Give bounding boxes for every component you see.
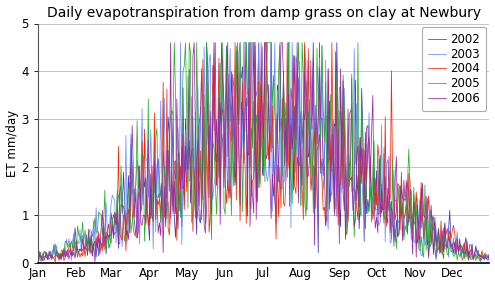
2002: [423, 215, 429, 219]
2005: [423, 249, 429, 252]
2006: [168, 41, 174, 44]
2003: [160, 155, 166, 159]
Title: Daily evapotranspiration from damp grass on clay at Newbury: Daily evapotranspiration from damp grass…: [47, 5, 481, 19]
2004: [81, 241, 87, 244]
Line: 2004: 2004: [38, 43, 491, 262]
2006: [92, 260, 98, 263]
2005: [467, 252, 473, 256]
2002: [487, 258, 493, 261]
Line: 2003: 2003: [38, 43, 490, 261]
2002: [218, 129, 224, 133]
2006: [424, 239, 430, 243]
2005: [478, 260, 484, 263]
Y-axis label: ET mm/day: ET mm/day: [5, 110, 18, 176]
2002: [203, 41, 209, 44]
2005: [35, 257, 41, 260]
2003: [424, 198, 430, 201]
2006: [220, 76, 226, 79]
2002: [216, 176, 222, 179]
2005: [216, 94, 222, 97]
2005: [130, 208, 136, 212]
2003: [487, 257, 493, 260]
2006: [487, 250, 493, 254]
2002: [159, 200, 165, 204]
2004: [372, 177, 378, 180]
2002: [467, 255, 473, 258]
2006: [132, 216, 138, 219]
2003: [468, 255, 474, 259]
2004: [282, 204, 288, 208]
2003: [35, 253, 41, 256]
2006: [160, 251, 166, 254]
2003: [132, 201, 138, 204]
2004: [129, 208, 135, 212]
Line: 2006: 2006: [38, 43, 490, 262]
2002: [478, 259, 484, 262]
2002: [130, 212, 136, 215]
2002: [35, 251, 41, 254]
2004: [35, 258, 41, 262]
2005: [171, 41, 177, 44]
2003: [217, 213, 223, 217]
2005: [218, 137, 224, 140]
2004: [52, 260, 58, 264]
Line: 2002: 2002: [38, 43, 490, 260]
2004: [347, 110, 353, 114]
2003: [178, 41, 184, 44]
2005: [487, 254, 493, 257]
Legend: 2002, 2003, 2004, 2005, 2006: 2002, 2003, 2004, 2005, 2006: [422, 27, 486, 111]
2006: [217, 223, 223, 226]
2006: [35, 259, 41, 262]
2003: [220, 59, 226, 62]
Line: 2005: 2005: [38, 43, 490, 262]
2004: [212, 41, 218, 44]
2003: [39, 260, 45, 263]
2004: [113, 223, 119, 226]
2004: [488, 256, 494, 259]
2006: [468, 243, 474, 247]
2005: [159, 182, 165, 185]
